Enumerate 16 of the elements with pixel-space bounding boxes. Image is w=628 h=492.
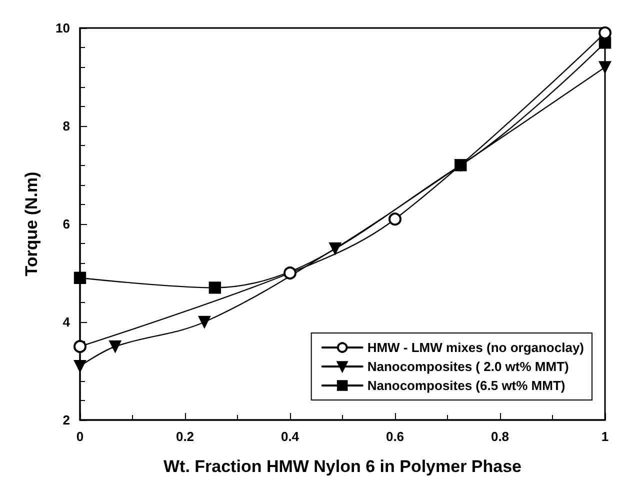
x-tick-label: 0.6 — [386, 429, 404, 444]
x-tick-label: 0.4 — [280, 429, 300, 444]
legend-label: HMW - LMW mixes (no organoclay) — [367, 340, 584, 355]
legend-label: Nanocomposites (6.5 wt% MMT) — [367, 378, 566, 393]
y-tick-label: 10 — [56, 20, 70, 36]
y-tick-label: 2 — [62, 412, 70, 428]
y-tick-label: 8 — [62, 118, 70, 134]
x-tick-label: 1 — [601, 429, 609, 444]
y-axis-title: Torque (N.m) — [22, 172, 41, 276]
y-tick-label: 6 — [62, 216, 70, 232]
legend-label: Nanocomposites ( 2.0 wt% MMT) — [367, 359, 569, 374]
x-tick-label: 0.2 — [176, 429, 194, 444]
x-tick-label: 0.8 — [490, 429, 510, 444]
x-tick-label: 0 — [76, 429, 84, 444]
y-tick-label: 4 — [62, 314, 71, 330]
x-axis-title: Wt. Fraction HMW Nylon 6 in Polymer Phase — [164, 457, 522, 476]
